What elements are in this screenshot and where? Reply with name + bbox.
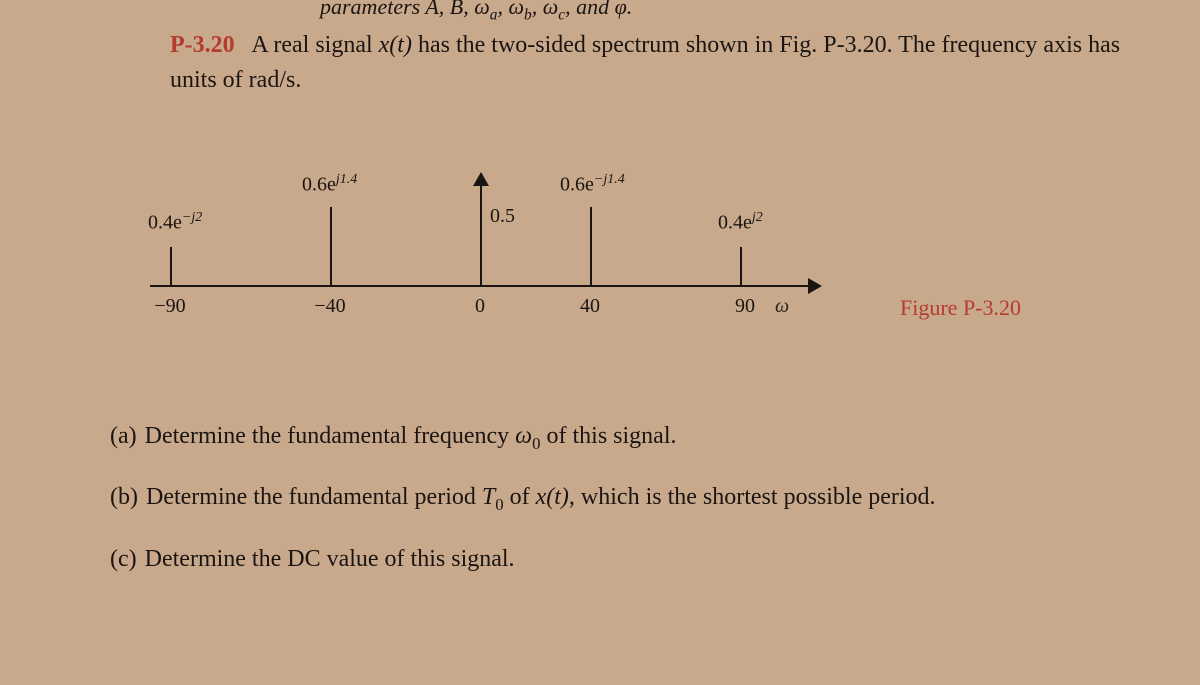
amp-pos40: 0.6e−j1.4 (560, 172, 625, 197)
spectrum-figure: −90 −40 0 40 90 ω 0.4e−j2 0.6ej1.4 0.5 0… (150, 150, 870, 350)
x-axis (150, 285, 810, 287)
tick-pos90: 90 (735, 295, 755, 318)
amp-zero: 0.5 (490, 205, 515, 228)
question-c-letter: (c) (110, 546, 137, 572)
signal-symbol: x(t) (379, 32, 412, 58)
tick-neg40: −40 (314, 295, 345, 318)
tick-pos40: 40 (580, 295, 600, 318)
impulse-pos90 (740, 247, 742, 287)
question-b-letter: (b) (110, 484, 138, 510)
problem-text-1: A real signal (251, 32, 378, 58)
axis-label-omega: ω (775, 295, 789, 318)
y-axis-arrow-icon (473, 172, 489, 186)
impulse-pos40 (590, 207, 592, 287)
problem-statement: P-3.20 A real signal x(t) has the two-si… (170, 28, 1140, 98)
amp-neg90: 0.4e−j2 (148, 210, 202, 235)
question-c: (c)Determine the DC value of this signal… (110, 543, 1160, 577)
x-axis-arrow-icon (808, 278, 822, 294)
question-b: (b)Determine the fundamental period T0 o… (110, 481, 1160, 516)
tick-zero: 0 (475, 295, 485, 318)
impulse-neg90 (170, 247, 172, 287)
problem-number: P-3.20 (170, 32, 235, 58)
previous-problem-cutoff: parameters A, B, ωa, ωb, ωc, and φ. (320, 0, 1140, 24)
figure-caption: Figure P-3.20 (900, 295, 1021, 321)
question-a: (a)Determine the fundamental frequency ω… (110, 420, 1160, 455)
question-a-letter: (a) (110, 423, 137, 449)
amp-pos90: 0.4ej2 (718, 210, 763, 235)
amp-neg40: 0.6ej1.4 (302, 172, 357, 197)
question-list: (a)Determine the fundamental frequency ω… (110, 420, 1160, 602)
y-axis (480, 180, 482, 285)
tick-neg90: −90 (154, 295, 185, 318)
page-scan: parameters A, B, ωa, ωb, ωc, and φ. P-3.… (0, 0, 1200, 685)
impulse-neg40 (330, 207, 332, 287)
